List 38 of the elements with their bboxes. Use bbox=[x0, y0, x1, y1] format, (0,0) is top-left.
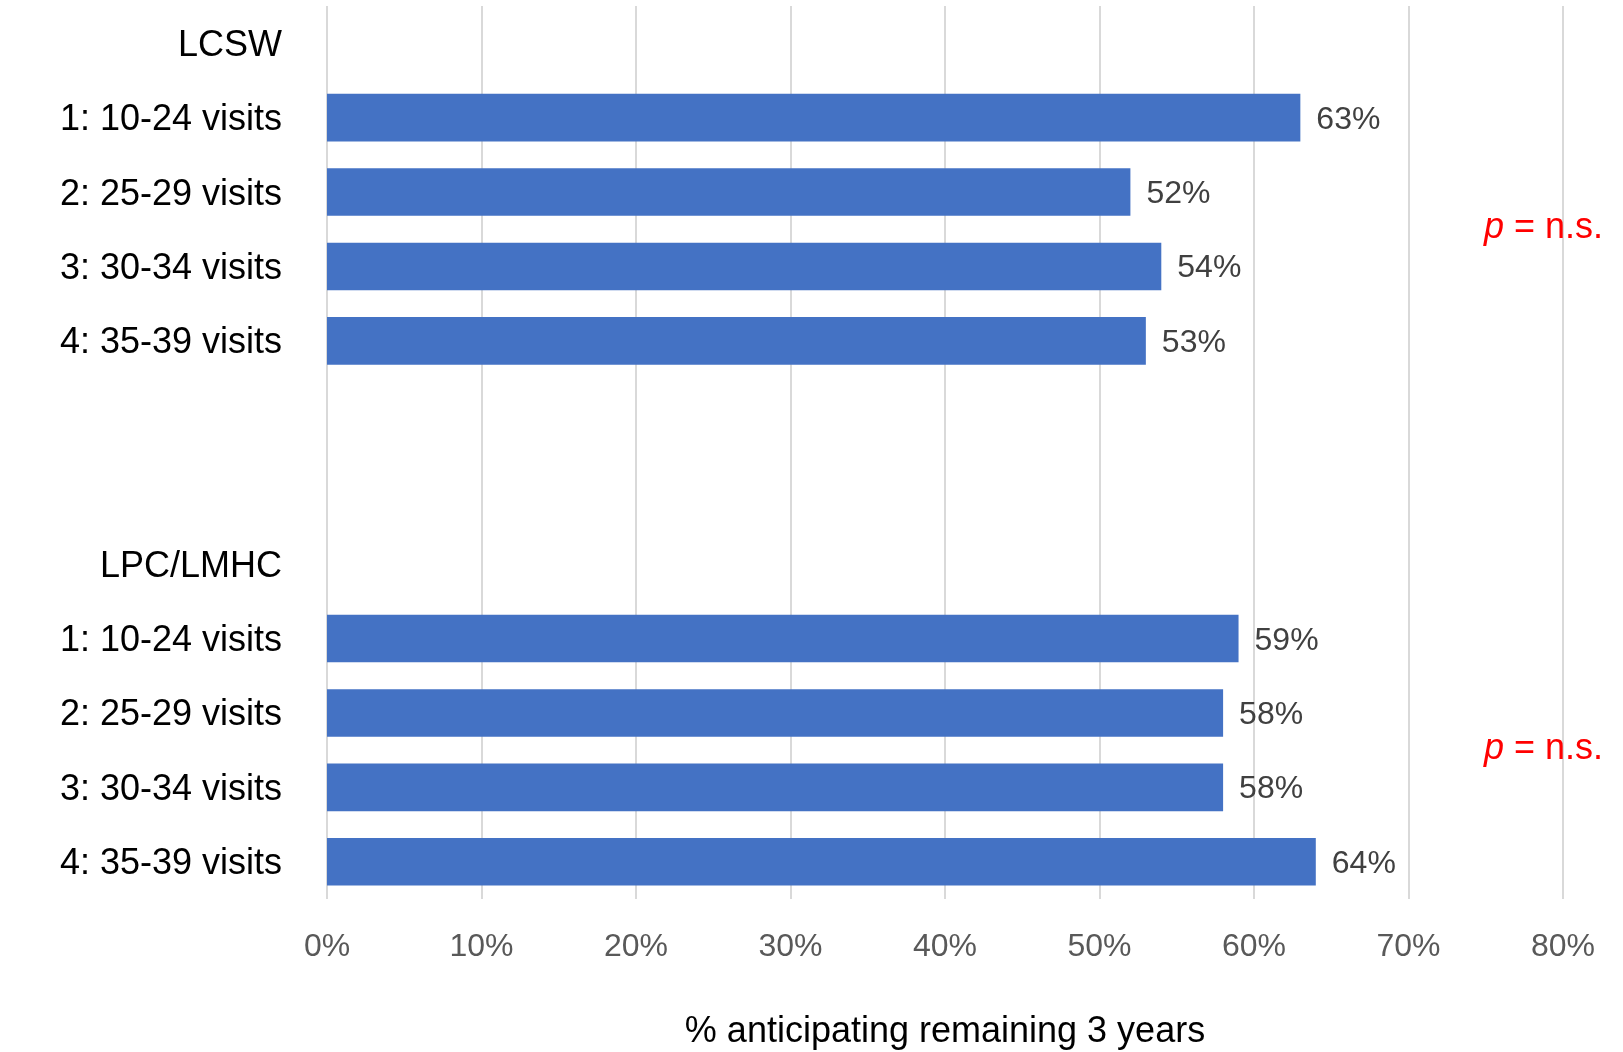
data-label: 52% bbox=[1146, 174, 1211, 211]
data-label: 64% bbox=[1331, 843, 1396, 880]
data-label: 58% bbox=[1239, 694, 1304, 731]
x-tick-label: 50% bbox=[1067, 927, 1132, 963]
data-label: 54% bbox=[1177, 248, 1242, 285]
x-tick-label: 30% bbox=[758, 927, 823, 963]
bar bbox=[327, 317, 1146, 365]
bar bbox=[327, 763, 1224, 812]
annotation: p = n.s. bbox=[1482, 204, 1604, 246]
annotation: p = n.s. bbox=[1482, 725, 1604, 767]
bar bbox=[327, 837, 1316, 886]
x-tick-label: 60% bbox=[1221, 927, 1287, 963]
x-tick-label: 0% bbox=[303, 927, 351, 963]
y-tick-label: LPC/LMHC bbox=[99, 543, 282, 585]
bar bbox=[327, 242, 1162, 291]
data-label: 53% bbox=[1161, 322, 1226, 359]
bar bbox=[327, 614, 1239, 663]
x-tick-label: 40% bbox=[912, 927, 978, 963]
y-tick-label: 2: 25-29 visits bbox=[59, 692, 282, 734]
data-label: 59% bbox=[1254, 620, 1319, 657]
data-label: 58% bbox=[1239, 769, 1304, 806]
y-tick-label: 3: 30-34 visits bbox=[59, 766, 282, 808]
bar bbox=[327, 168, 1131, 216]
y-tick-label: 1: 10-24 visits bbox=[59, 618, 282, 660]
y-tick-label: 4: 35-39 visits bbox=[59, 841, 282, 883]
bar bbox=[327, 93, 1301, 142]
x-tick-label: 10% bbox=[449, 927, 514, 963]
y-tick-label: 2: 25-29 visits bbox=[59, 171, 282, 213]
x-axis-title: % anticipating remaining 3 years bbox=[684, 1008, 1206, 1050]
y-tick-label: LCSW bbox=[177, 22, 283, 64]
x-tick-label: 20% bbox=[603, 927, 669, 963]
y-tick-label: 1: 10-24 visits bbox=[59, 97, 282, 139]
y-tick-label: 3: 30-34 visits bbox=[59, 245, 282, 287]
x-tick-label: 70% bbox=[1376, 927, 1441, 963]
bar bbox=[327, 689, 1224, 737]
data-label: 63% bbox=[1316, 99, 1381, 136]
y-tick-label: 4: 35-39 visits bbox=[59, 320, 282, 362]
x-tick-label: 80% bbox=[1530, 927, 1596, 963]
